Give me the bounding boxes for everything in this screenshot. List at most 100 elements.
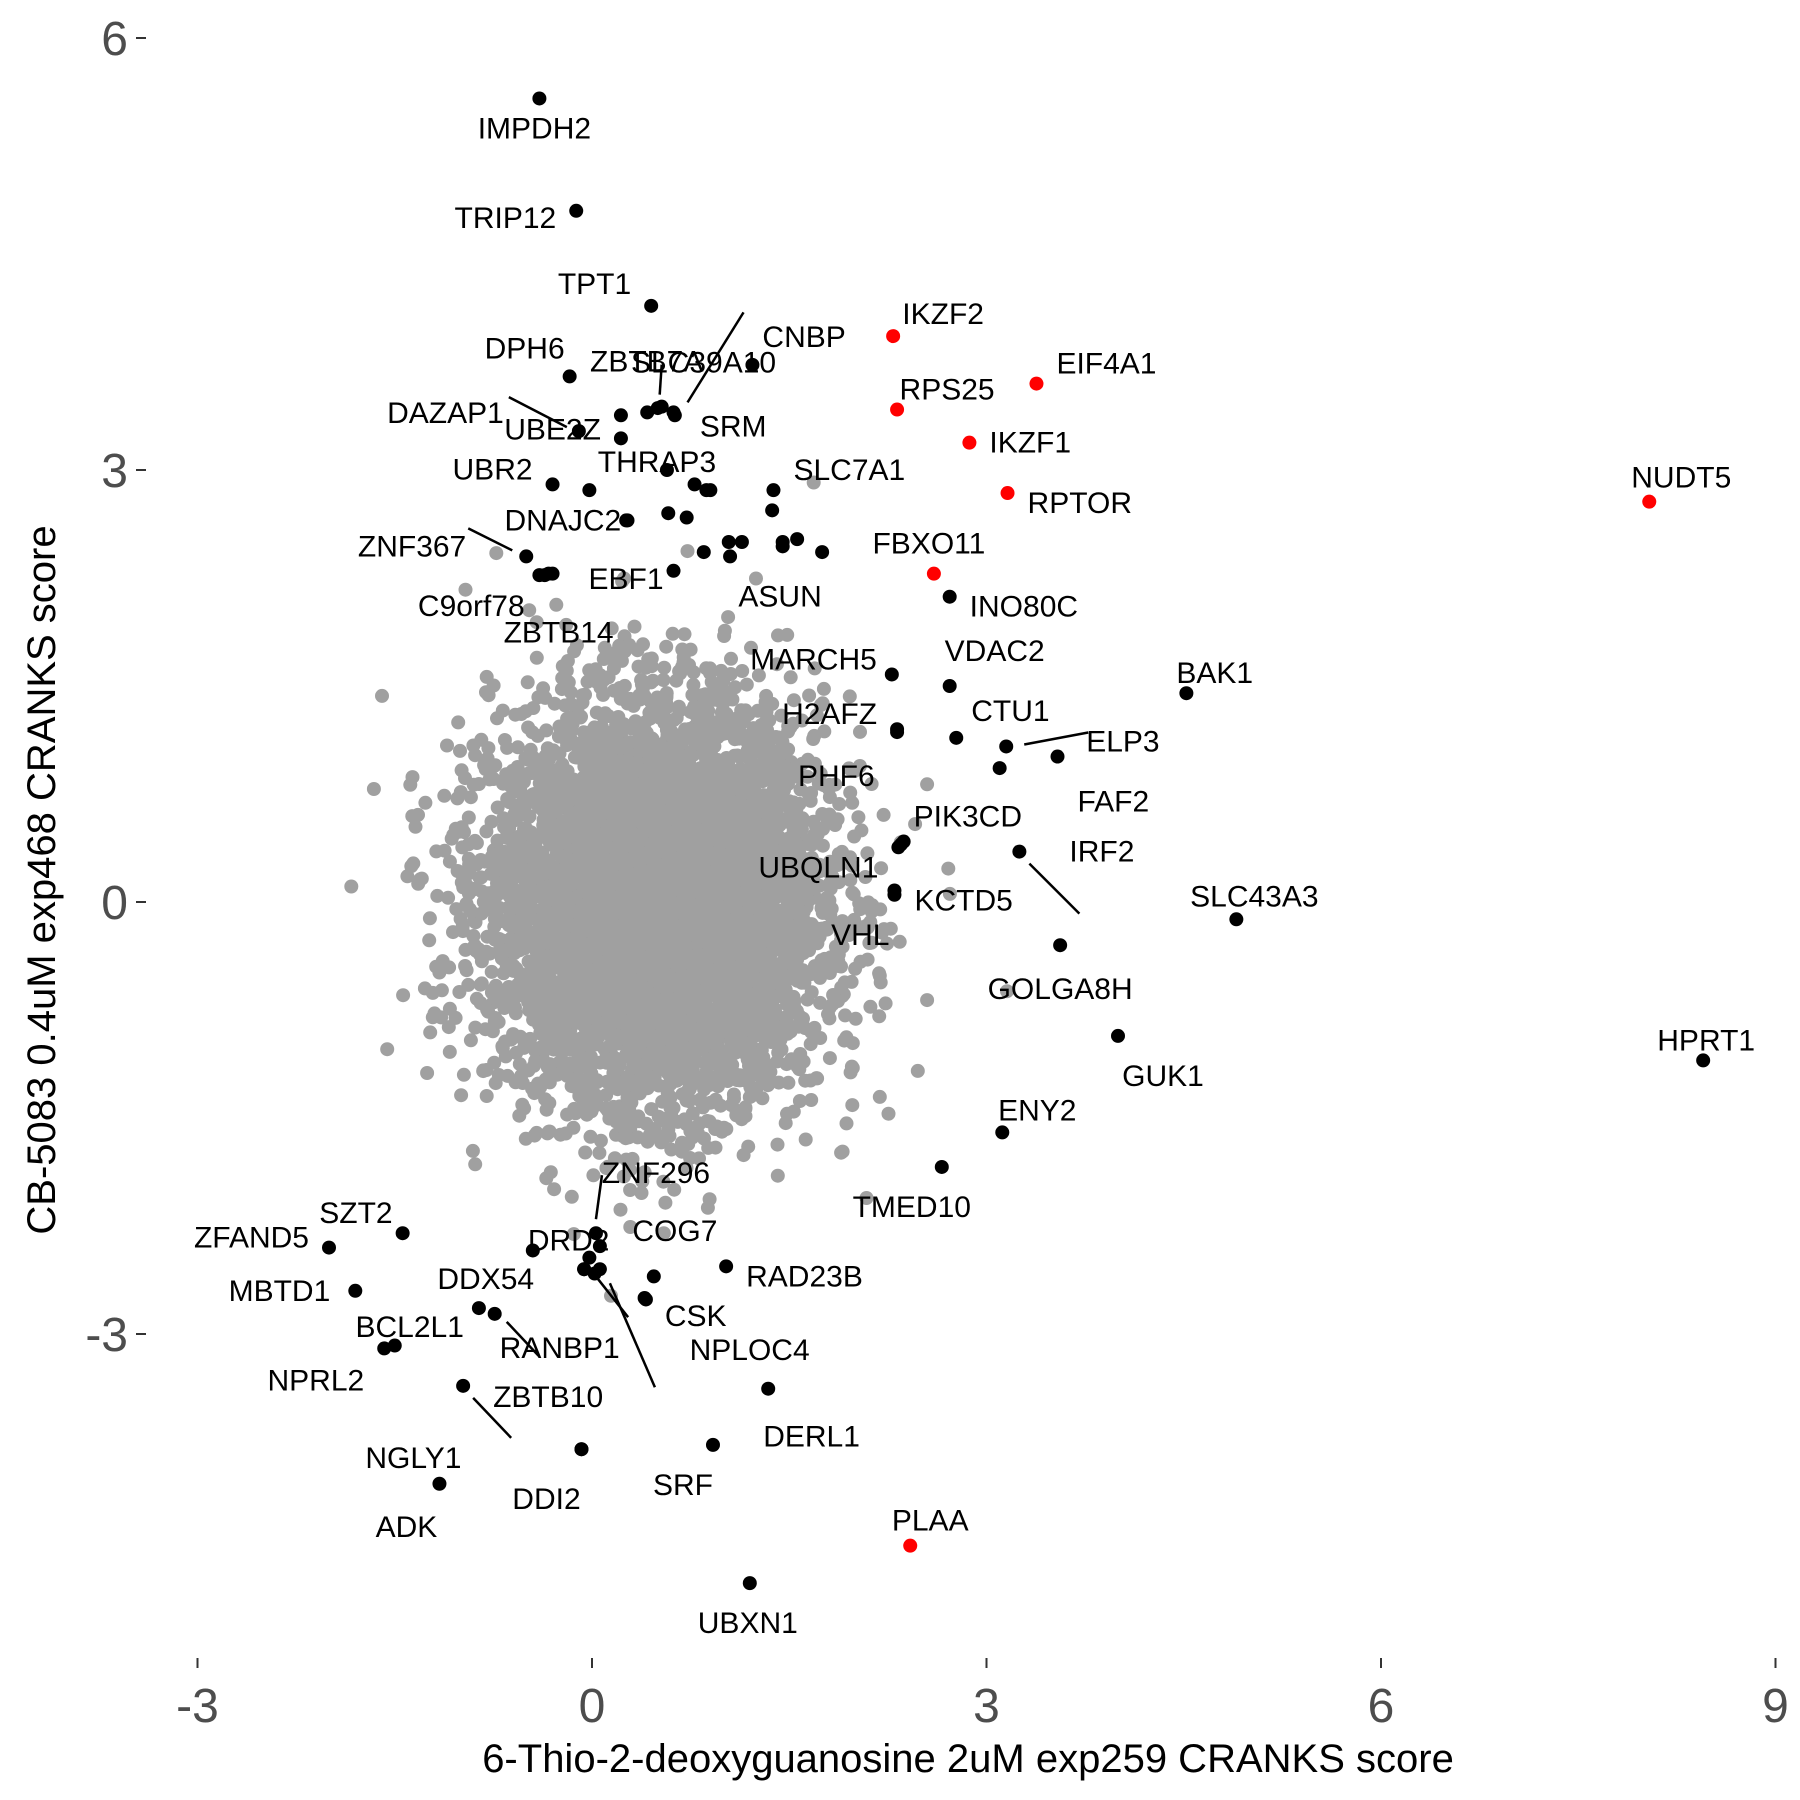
background-point [640,1134,655,1149]
background-point [604,621,619,636]
background-point [518,704,533,719]
background-point [495,861,510,876]
background-point [549,597,564,612]
background-point [744,640,758,655]
background-point [781,1075,796,1090]
background-point [667,1182,682,1197]
background-point [454,1088,469,1103]
background-point [680,544,695,559]
background-point [491,1068,506,1082]
background-point [520,675,535,690]
background-point [675,1135,689,1150]
background-point [721,610,736,625]
background-point [845,1098,860,1113]
background-point [714,705,729,720]
background-point [608,712,623,727]
background-point [425,1010,440,1025]
background-point [739,677,754,692]
background-point [619,1152,634,1167]
background-point [465,1143,480,1158]
background-point [547,1182,562,1197]
background-point [451,715,466,730]
background-point [694,688,709,703]
background-point [881,1106,896,1121]
background-point [794,713,809,728]
background-point [774,708,789,723]
background-point [476,1063,491,1078]
background-point [474,884,489,899]
background-point [408,819,423,834]
background-point [1000,984,1014,999]
background-point [518,1131,533,1146]
background-point [835,1144,850,1159]
background-point [860,952,875,967]
background-point [627,619,642,634]
background-point [658,1195,673,1210]
background-point [479,685,493,700]
background-point [809,708,824,723]
background-point [634,1186,649,1200]
background-point [872,968,887,983]
background-point [654,1135,669,1150]
background-point [479,1089,494,1103]
background-point [798,1132,813,1147]
background-point [613,1202,628,1217]
background-point [501,820,516,835]
background-point [657,660,672,675]
background-point [559,617,574,632]
background-point [517,1101,532,1116]
background-point [474,732,489,747]
background-point [838,1008,853,1023]
background-point [489,546,504,561]
background-point [854,823,869,838]
background-point [727,1091,741,1106]
background-point [700,1200,715,1215]
background-point [405,809,420,824]
background-point [423,1025,438,1040]
background-point [477,758,492,773]
background-point [664,1142,679,1157]
background-point [813,995,828,1010]
background-point [441,890,456,905]
background-point [665,626,680,641]
background-point [623,691,638,706]
background-point [568,1106,583,1121]
background-point [686,677,701,692]
background-point [529,615,544,630]
background-point [872,1089,887,1104]
background-point [592,1145,607,1160]
background-point [366,782,381,796]
background-point [486,772,501,786]
background-point [430,888,445,903]
background-point [606,661,621,676]
background-point [792,1094,807,1108]
background-point [703,661,717,676]
background-point [804,1093,819,1107]
background-point [837,1033,852,1048]
background-point [564,1079,579,1094]
background-point [490,800,505,815]
background-point [717,623,732,638]
background-point [862,936,877,950]
background-point [529,650,544,665]
background-point [484,814,499,829]
background-point [527,1086,542,1101]
background-point [853,724,867,739]
background-point [910,1063,925,1078]
background-point [864,777,879,791]
background-point [736,1148,751,1163]
background-point [880,936,894,951]
background-point [531,690,546,705]
background-point [617,571,632,586]
background-point [848,1011,863,1026]
background-point [474,906,489,921]
background-point [661,1122,676,1137]
background-point [375,688,389,703]
background-point [786,693,801,708]
background-point [468,1157,483,1172]
background-point [487,919,502,934]
background-point [883,921,898,936]
background-point [508,1006,523,1021]
background-point [735,664,750,678]
